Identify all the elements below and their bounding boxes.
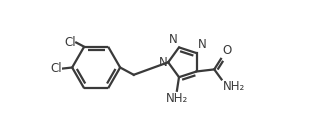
Text: NH₂: NH₂: [166, 92, 188, 105]
Text: N: N: [158, 56, 167, 69]
Text: Cl: Cl: [64, 36, 75, 49]
Text: NH₂: NH₂: [223, 80, 245, 93]
Text: Cl: Cl: [51, 62, 62, 75]
Text: N: N: [197, 38, 206, 51]
Text: O: O: [223, 44, 232, 57]
Text: N: N: [169, 33, 178, 46]
